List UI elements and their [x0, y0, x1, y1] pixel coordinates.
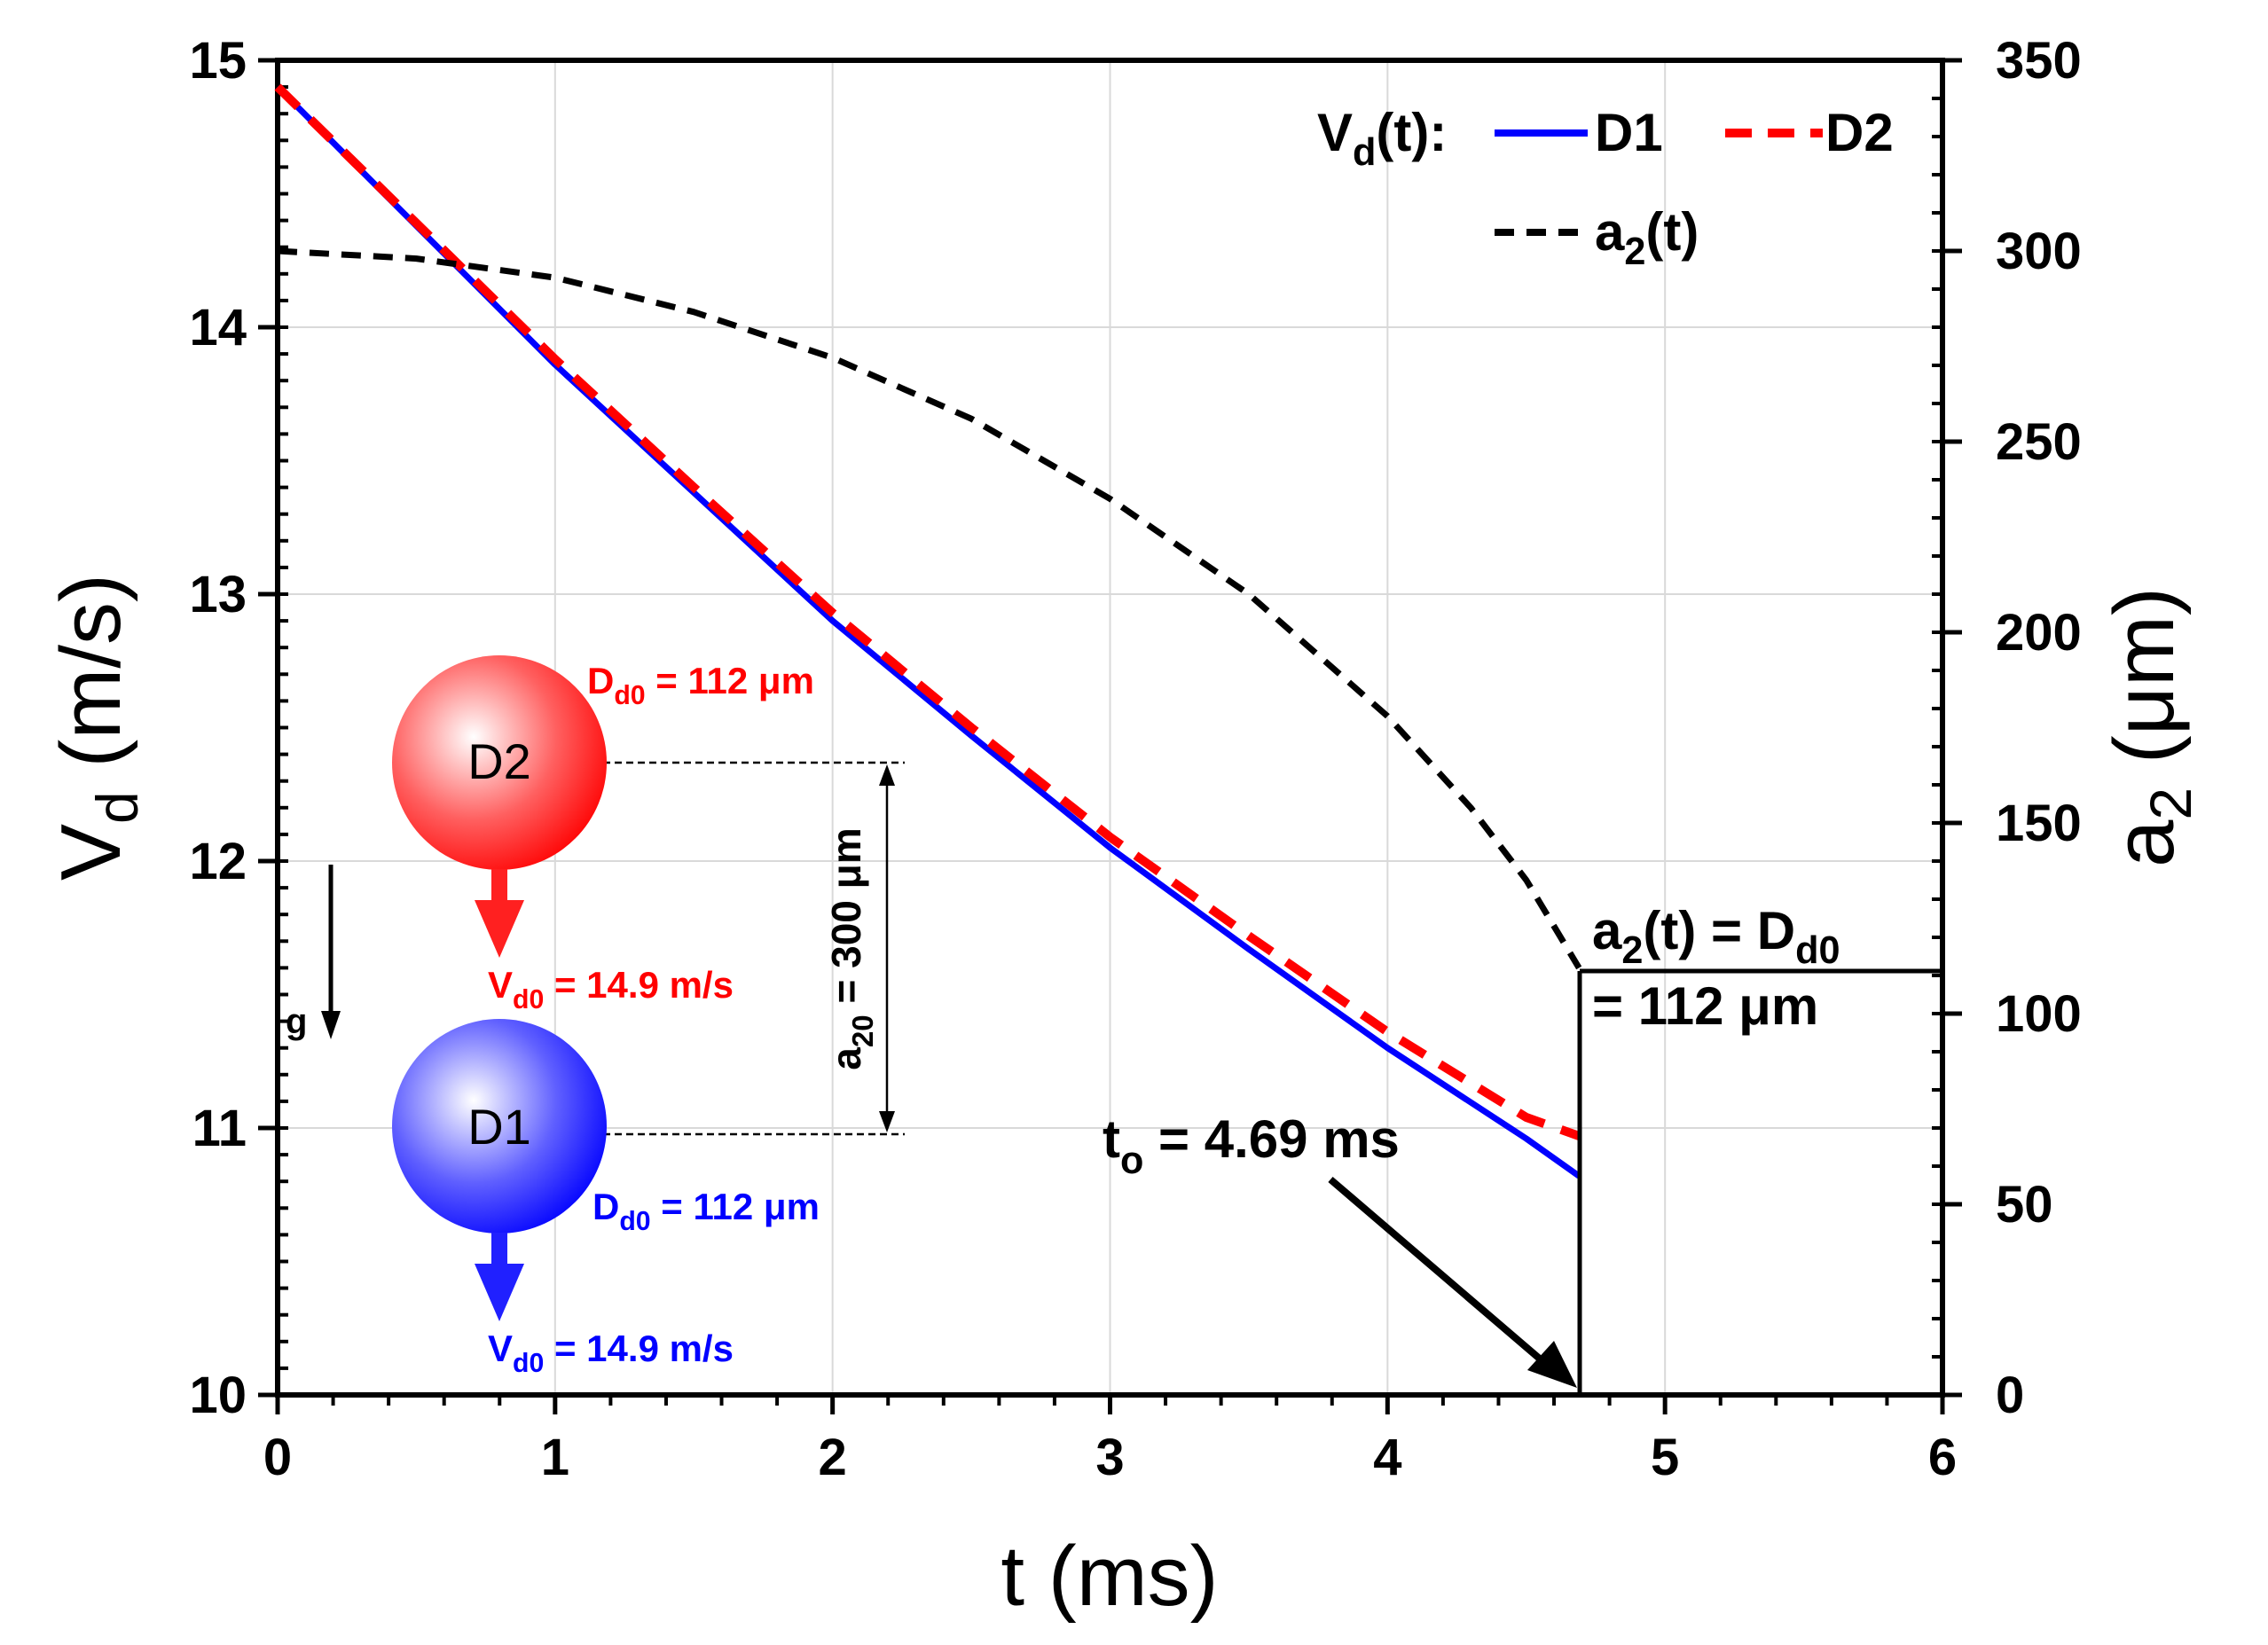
droplet-d2-label: D2 — [467, 733, 531, 789]
y-right-tick-label: 50 — [1996, 1176, 2053, 1234]
x-tick-label: 1 — [541, 1429, 569, 1486]
droplet-d1-velocity-arrow-head — [475, 1264, 524, 1321]
y-left-tick-label: 14 — [189, 299, 247, 356]
y-right-tick-label: 250 — [1996, 413, 2082, 471]
a2-threshold-label-line2: = 112 μm — [1592, 976, 1818, 1036]
droplet-d1 — [392, 1019, 607, 1234]
t-o-arrow-line — [1328, 1176, 1550, 1369]
y-right-tick-label: 200 — [1996, 604, 2082, 662]
series-line-a2-t — [277, 247, 1582, 970]
legend-label-d2: D2 — [1825, 103, 1894, 162]
y-left-tick-label: 12 — [189, 833, 247, 890]
series-line-d2 — [274, 83, 1581, 1140]
gravity-arrow-head — [321, 1011, 341, 1039]
y-right-tick-label: 300 — [1996, 223, 2082, 280]
series-layer — [274, 83, 1582, 1179]
plot-frame — [275, 58, 1945, 1398]
x-tick-label: 5 — [1651, 1429, 1679, 1486]
droplet-d2-velocity-arrow-head — [475, 900, 524, 958]
legend-label-d1: D1 — [1595, 103, 1663, 162]
y-right-tick-label: 150 — [1996, 795, 2082, 852]
y-left-tick-label: 11 — [192, 1100, 247, 1157]
y-axis-right-title: a2 (μm) — [2097, 587, 2203, 867]
spacing-label: a20 = 300 μm — [823, 827, 880, 1069]
y-right-tick-label: 0 — [1996, 1367, 2024, 1424]
legend-group-label: Vd(t): — [1317, 103, 1447, 174]
t-o-arrow-head — [1527, 1341, 1577, 1388]
droplet-d2 — [392, 655, 607, 870]
y-left-tick-label: 15 — [189, 32, 247, 90]
legend-label-a2: a2(t) — [1595, 202, 1699, 273]
y-left-tick-label: 13 — [189, 566, 247, 623]
droplet-schematic: a20 = 300 μm D2 Dd0 = 112 μm Vd0 = 14.9 … — [286, 655, 905, 1378]
droplet-d1-velocity: Vd0 = 14.9 m/s — [488, 1328, 734, 1378]
droplet-d2-velocity-arrow-shaft — [491, 869, 507, 903]
x-tick-label: 2 — [819, 1429, 847, 1486]
droplet-d1-velocity-arrow-shaft — [491, 1233, 507, 1266]
x-axis-title: t (ms) — [1001, 1529, 1218, 1624]
droplet-d2-velocity: Vd0 = 14.9 m/s — [488, 964, 734, 1014]
x-tick-label: 4 — [1373, 1429, 1401, 1486]
droplet-d1-label: D1 — [467, 1099, 531, 1155]
y-left-tick-label: 10 — [189, 1367, 247, 1424]
t-o-label: to = 4.69 ms — [1103, 1109, 1400, 1182]
droplet-d1-diameter: Dd0 = 112 μm — [593, 1186, 820, 1236]
legend: Vd(t): D1 D2 a2(t) — [1317, 103, 1894, 273]
x-tick-label: 0 — [263, 1429, 292, 1486]
spacing-arrow-head-top — [879, 764, 895, 786]
series-line-d1 — [275, 84, 1581, 1179]
y-axis-left-title: Vd (m/s) — [43, 574, 150, 881]
gravity-label: g — [286, 1002, 307, 1041]
spacing-arrow-head-bottom — [879, 1111, 895, 1132]
x-tick-label: 3 — [1095, 1429, 1124, 1486]
y-right-tick-label: 350 — [1996, 32, 2082, 90]
a2-threshold-label-line1: a2(t) = Dd0 — [1592, 901, 1840, 972]
y-right-tick-label: 100 — [1996, 985, 2082, 1043]
x-tick-label: 6 — [1928, 1429, 1957, 1486]
droplet-d2-diameter: Dd0 = 112 μm — [587, 660, 814, 710]
